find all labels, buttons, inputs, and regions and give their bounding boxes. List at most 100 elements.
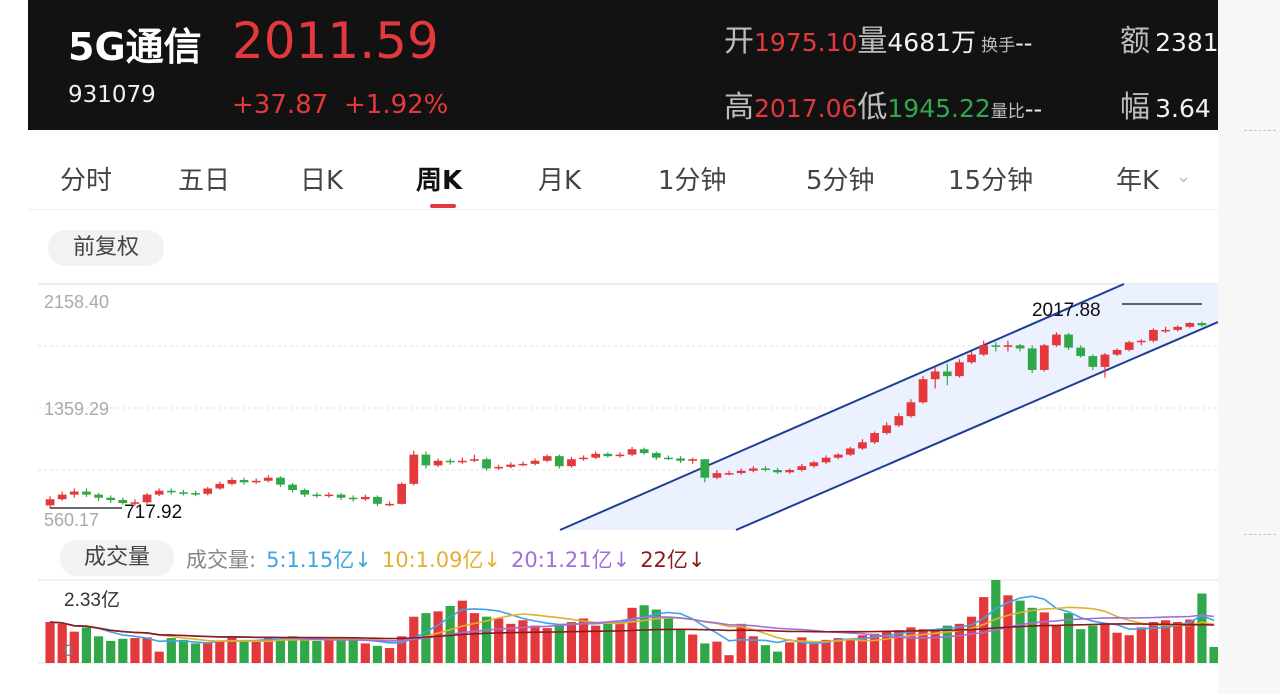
volume-bar: [1148, 622, 1159, 663]
volume-bar: [69, 631, 79, 663]
candle-body: [748, 468, 758, 471]
candle-body: [955, 362, 964, 377]
candle-body: [930, 371, 940, 380]
tab-15min[interactable]: 15分钟: [948, 166, 1034, 196]
volume-bar: [530, 625, 540, 663]
candle-body: [215, 483, 225, 489]
candle-body: [1039, 345, 1049, 370]
volume-bar: [857, 635, 868, 663]
candle-body: [651, 453, 661, 458]
volume-bar: [979, 597, 989, 663]
tab-monthly-k[interactable]: 月K: [538, 166, 582, 196]
volume-bar: [603, 623, 613, 663]
candle-body: [761, 468, 770, 470]
stat-row-2: 高2017.06低1945.22量比--: [724, 82, 1042, 126]
candle-body: [785, 469, 795, 473]
low-value: 1945.22: [887, 94, 991, 123]
y-tick-label: 2158.40: [44, 292, 109, 312]
candle-body: [894, 416, 904, 426]
candle-body: [251, 480, 261, 483]
candle-body: [154, 490, 164, 495]
volume-bar: [263, 638, 273, 663]
amplitude-label: 幅: [1120, 90, 1150, 125]
volume-bar: [1063, 613, 1074, 663]
tab-five-day[interactable]: 五日: [178, 166, 231, 196]
tab-5min[interactable]: 5分钟: [806, 166, 875, 196]
volume-bar: [772, 651, 783, 663]
candle-body: [1124, 342, 1134, 350]
volume-ma60-line: [50, 621, 1215, 640]
candle-body: [627, 449, 637, 455]
kline-chart: 2158.40 1359.29 560.17 2017.88 717.92 2.33亿 0: [38, 283, 1218, 664]
volume-bar: [336, 637, 346, 663]
volume-bar: [1003, 595, 1013, 663]
volume-bar: [118, 638, 128, 663]
volume-value: 4681万: [887, 28, 977, 57]
trend-channel-fill: [560, 284, 1218, 530]
tab-yearly-k[interactable]: 年K: [1116, 166, 1160, 196]
volume-bar: [663, 616, 674, 663]
volume-bar: [954, 623, 965, 663]
turnover-value: --: [1015, 29, 1033, 57]
candle-body: [809, 462, 819, 467]
volume-bar: [494, 618, 504, 663]
candle-body: [942, 371, 952, 377]
volume-bar: [1015, 600, 1025, 663]
tab-1min[interactable]: 1分钟: [658, 166, 727, 196]
candle-body: [82, 491, 91, 495]
candle-body: [688, 459, 698, 461]
vol-ratio-value: --: [1024, 95, 1043, 123]
candle-body: [373, 496, 382, 504]
volume-bar: [178, 639, 189, 663]
quote-header: 5G通信 931079 2011.59 +37.87 +1.92% 开1975.…: [28, 0, 1218, 130]
volume-bar: [869, 633, 880, 663]
candle-body: [1112, 349, 1122, 355]
volume-bar: [481, 616, 492, 663]
volume-ma10-line: [50, 606, 1215, 643]
candle-body: [433, 460, 443, 466]
candle-body: [918, 379, 928, 403]
candle-body: [276, 477, 285, 485]
volume-bar: [833, 638, 843, 663]
volume-bar: [384, 648, 395, 663]
volume-bar: [1076, 629, 1086, 663]
candle-body: [288, 484, 297, 491]
volume-bar: [566, 622, 577, 663]
adjust-mode-button[interactable]: 前复权: [48, 230, 164, 266]
stat-row-1: 开1975.10量4681万 换手--: [724, 16, 1032, 60]
candle-body: [57, 494, 67, 500]
volume-ma-long: 22亿↓: [640, 548, 706, 572]
candle-body: [664, 457, 673, 460]
tab-weekly-k[interactable]: 周K: [416, 166, 463, 196]
period-tabs: 分时 五日 日K 周K 月K 1分钟 5分钟 15分钟 年K: [28, 140, 1218, 210]
volume-bar: [591, 625, 601, 663]
tab-intraday[interactable]: 分时: [60, 166, 113, 196]
volume-bar: [287, 636, 298, 663]
candle-body: [118, 500, 128, 504]
volume-bar: [1051, 625, 1062, 663]
candle-body: [94, 494, 103, 498]
volume-bar: [748, 636, 758, 663]
volume-bar: [918, 629, 928, 663]
candle-body: [542, 456, 552, 461]
volume-panel-button[interactable]: 成交量: [60, 540, 174, 576]
volume-bar: [106, 640, 116, 663]
volume-bar: [45, 622, 55, 663]
volume-bar: [227, 637, 237, 663]
volume-bar: [57, 623, 67, 663]
volume-bar: [324, 639, 334, 663]
volume-bar: [1039, 612, 1049, 663]
last-price: 2011.59: [232, 12, 439, 70]
volume-bar: [845, 638, 855, 663]
chevron-down-icon[interactable]: ⌄: [1176, 166, 1192, 187]
volume-bar: [760, 645, 771, 663]
tab-daily-k[interactable]: 日K: [300, 166, 344, 196]
candle-body: [530, 460, 540, 464]
stock-code: 931079: [68, 82, 156, 108]
candle-body: [700, 459, 710, 478]
stock-name: 5G通信: [68, 25, 202, 69]
candle-body: [179, 492, 188, 494]
candle-body: [554, 456, 564, 467]
high-label: 高: [724, 90, 754, 125]
candle-body: [821, 457, 831, 463]
